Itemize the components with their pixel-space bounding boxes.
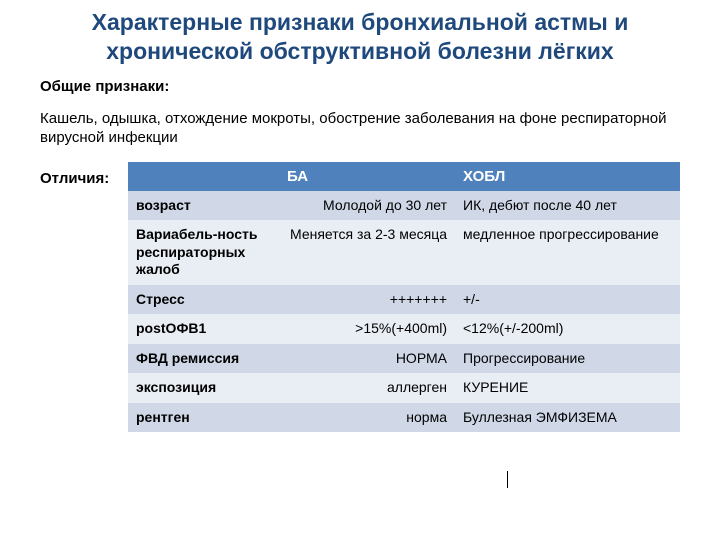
slide: Характерные признаки бронхиальной астмы … [0,0,720,432]
col-header-blank [128,162,279,191]
cell-hobl: Прогрессирование [455,344,680,374]
common-text: Кашель, одышка, отхождение мокроты, обос… [40,109,680,148]
table-row: возраст Молодой до 30 лет ИК, дебют посл… [128,191,680,221]
cell-hobl: +/- [455,285,680,315]
table-row: рентген норма Буллезная ЭМФИЗЕМА [128,403,680,433]
differences-block: Отличия: БА ХОБЛ возраст Молодой до 30 л… [40,162,680,433]
row-label: рентген [128,403,279,433]
cell-ba: +++++++ [279,285,455,315]
text-cursor [507,471,508,488]
cell-ba: НОРМА [279,344,455,374]
table-header-row: БА ХОБЛ [128,162,680,191]
col-header-ba: БА [279,162,455,191]
row-label: возраст [128,191,279,221]
cell-hobl: КУРЕНИЕ [455,373,680,403]
cell-hobl: <12%(+/-200ml) [455,314,680,344]
cell-hobl: ИК, дебют после 40 лет [455,191,680,221]
cell-ba: норма [279,403,455,433]
cell-ba: Молодой до 30 лет [279,191,455,221]
differences-label: Отличия: [40,162,128,187]
cell-ba: >15%(+400ml) [279,314,455,344]
table-body: возраст Молодой до 30 лет ИК, дебют посл… [128,191,680,433]
cell-ba: аллерген [279,373,455,403]
table-row: Cтресс +++++++ +/- [128,285,680,315]
cell-hobl: медленное прогрессирование [455,220,680,285]
common-heading: Общие признаки: [40,78,680,95]
row-label: ФВД ремиссия [128,344,279,374]
table-row: Вариабель-ность респираторных жалоб Меня… [128,220,680,285]
cell-hobl: Буллезная ЭМФИЗЕМА [455,403,680,433]
row-label: Вариабель-ность респираторных жалоб [128,220,279,285]
col-header-hobl: ХОБЛ [455,162,680,191]
comparison-table: БА ХОБЛ возраст Молодой до 30 лет ИК, де… [128,162,680,433]
cell-ba: Меняется за 2-3 месяца [279,220,455,285]
table-row: экспозиция аллерген КУРЕНИЕ [128,373,680,403]
table-row: postОФВ1 >15%(+400ml) <12%(+/-200ml) [128,314,680,344]
row-label: postОФВ1 [128,314,279,344]
slide-title: Характерные признаки бронхиальной астмы … [40,8,680,66]
row-label: Cтресс [128,285,279,315]
row-label: экспозиция [128,373,279,403]
table-row: ФВД ремиссия НОРМА Прогрессирование [128,344,680,374]
